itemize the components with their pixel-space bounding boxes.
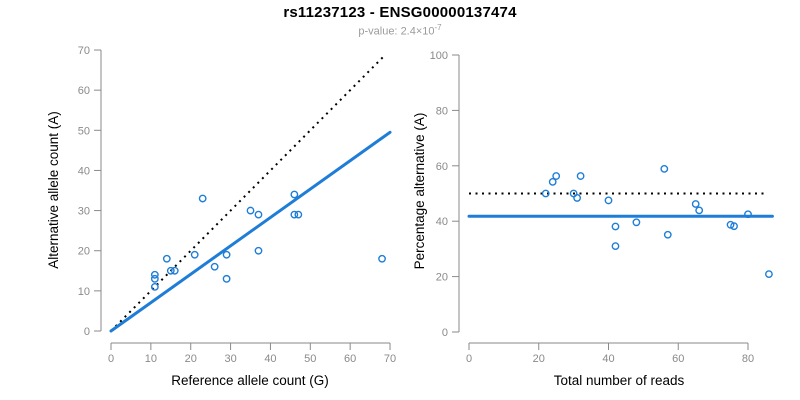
y-tick-label: 10 xyxy=(78,286,90,298)
x-tick-label: 70 xyxy=(384,353,396,365)
data-point xyxy=(198,194,207,203)
data-point xyxy=(660,164,669,173)
x-tick-label: 30 xyxy=(224,353,236,365)
data-point xyxy=(190,250,199,259)
data-point xyxy=(290,210,299,219)
data-point xyxy=(744,210,752,219)
x-tick-label: 10 xyxy=(145,353,157,365)
y-tick-label: 30 xyxy=(78,206,90,218)
data-point xyxy=(166,266,175,275)
data-point xyxy=(548,177,557,186)
x-axis-title: Reference allele count (G) xyxy=(171,373,329,388)
data-point xyxy=(254,246,263,255)
data-point xyxy=(210,262,219,271)
x-tick-label: 20 xyxy=(185,353,197,365)
data-point xyxy=(290,190,299,199)
x-tick-label: 60 xyxy=(344,353,356,365)
y-axis-title: Alternative allele count (A) xyxy=(46,111,61,269)
data-point xyxy=(222,250,231,259)
y-tick-label: 100 xyxy=(430,50,448,62)
y-tick-label: 0 xyxy=(84,326,90,338)
figure-title: rs11237123 - ENSG00000137474 xyxy=(283,4,517,21)
x-tick-label: 40 xyxy=(602,353,614,365)
p-value-exponent: -7 xyxy=(434,23,442,32)
data-point xyxy=(378,254,386,263)
y-tick-label: 20 xyxy=(78,246,90,258)
data-point xyxy=(150,274,159,283)
data-point xyxy=(162,254,171,263)
data-point xyxy=(611,242,620,251)
figure-subtitle: p-value: 2.4×10-7 xyxy=(0,23,800,38)
data-point xyxy=(294,210,303,219)
data-point xyxy=(541,189,550,198)
regression-line xyxy=(109,130,392,333)
x-tick-label: 20 xyxy=(533,353,545,365)
allele-count-scatter: 0 10 20 30 40 50 60 70 0 10 20 30 40 50 60 70 Reference … xyxy=(46,45,396,388)
data-point xyxy=(552,172,561,180)
data-point xyxy=(576,172,585,180)
x-tick-label: 0 xyxy=(108,353,114,365)
data-point xyxy=(170,266,179,275)
y-tick-label: 0 xyxy=(442,327,448,339)
y-tick-label: 60 xyxy=(78,85,90,97)
data-point xyxy=(604,196,613,205)
x-tick-label: 0 xyxy=(466,353,472,365)
x-tick-label: 50 xyxy=(304,353,316,365)
x-tick-label: 60 xyxy=(672,353,684,365)
x-tick-label: 40 xyxy=(264,353,276,365)
p-value-label: p-value: xyxy=(358,25,401,38)
identity-line xyxy=(110,55,385,332)
data-point xyxy=(222,274,231,283)
y-tick-label: 80 xyxy=(436,105,448,117)
data-point xyxy=(611,222,620,231)
data-point xyxy=(150,282,159,291)
data-point xyxy=(765,270,773,279)
y-tick-label: 40 xyxy=(78,165,90,177)
data-point xyxy=(726,220,735,229)
data-point xyxy=(632,218,641,227)
data-point xyxy=(254,210,263,219)
data-point xyxy=(695,206,704,215)
p-value-base: 2.4×10 xyxy=(400,25,435,38)
x-tick-label: 80 xyxy=(742,353,754,365)
y-axis-title: Percentage alternative (A) xyxy=(412,113,427,270)
data-point xyxy=(150,270,159,279)
data-point xyxy=(573,194,582,202)
percentage-alternative-scatter: 0 20 40 60 80 100 0 20 40 60 80 Total number of rea… xyxy=(412,50,774,388)
x-axis-title: Total number of reads xyxy=(554,373,685,388)
data-point xyxy=(663,230,672,239)
y-tick-label: 20 xyxy=(436,272,448,284)
y-tick-label: 70 xyxy=(78,45,90,57)
data-point xyxy=(246,206,255,215)
data-point xyxy=(730,222,738,231)
y-tick-label: 40 xyxy=(436,216,448,228)
y-tick-label: 60 xyxy=(436,161,448,173)
data-point xyxy=(691,200,700,208)
y-tick-label: 50 xyxy=(78,125,90,137)
